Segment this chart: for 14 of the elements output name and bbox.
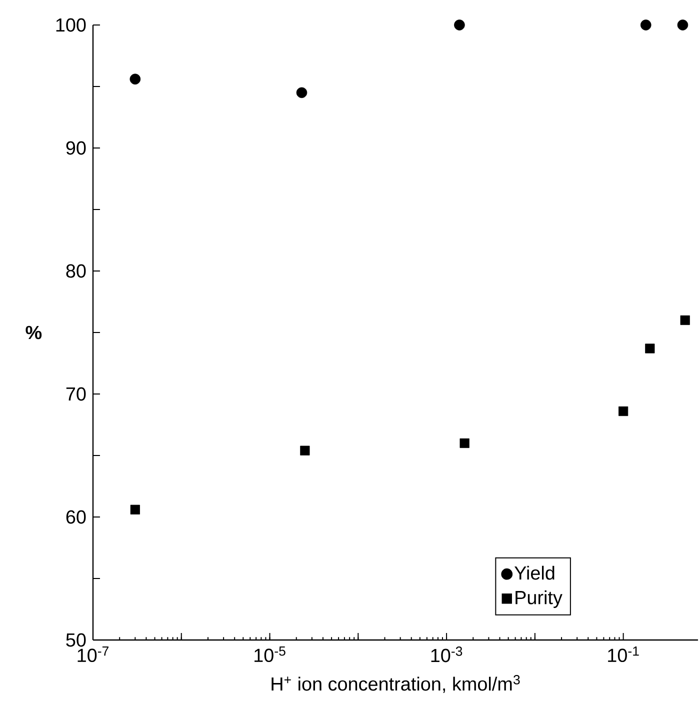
x-tick-label: 10$^{-5}$ <box>254 646 286 662</box>
y-axis-title: % <box>26 326 42 340</box>
y-tick-label: 50 <box>66 633 86 647</box>
x-tick-label: 10$^{-3}$ <box>431 646 462 662</box>
y-tick-label: 60 <box>66 510 86 524</box>
y-tick-label: 90 <box>66 141 86 155</box>
legend-label: Purity <box>516 590 562 608</box>
y-tick-label: 100 <box>56 18 86 32</box>
x-tick-label: 10$^{-7}$ <box>78 646 108 662</box>
y-tick-label: 70 <box>66 387 86 401</box>
x-axis-title: H$^{+}$ ion concentration, kmol/m$^{3}$ <box>272 675 520 693</box>
legend-label: Yield <box>514 566 554 580</box>
x-tick-label: 10$^{-1}$ <box>608 646 639 662</box>
y-tick-label: 80 <box>66 264 86 278</box>
